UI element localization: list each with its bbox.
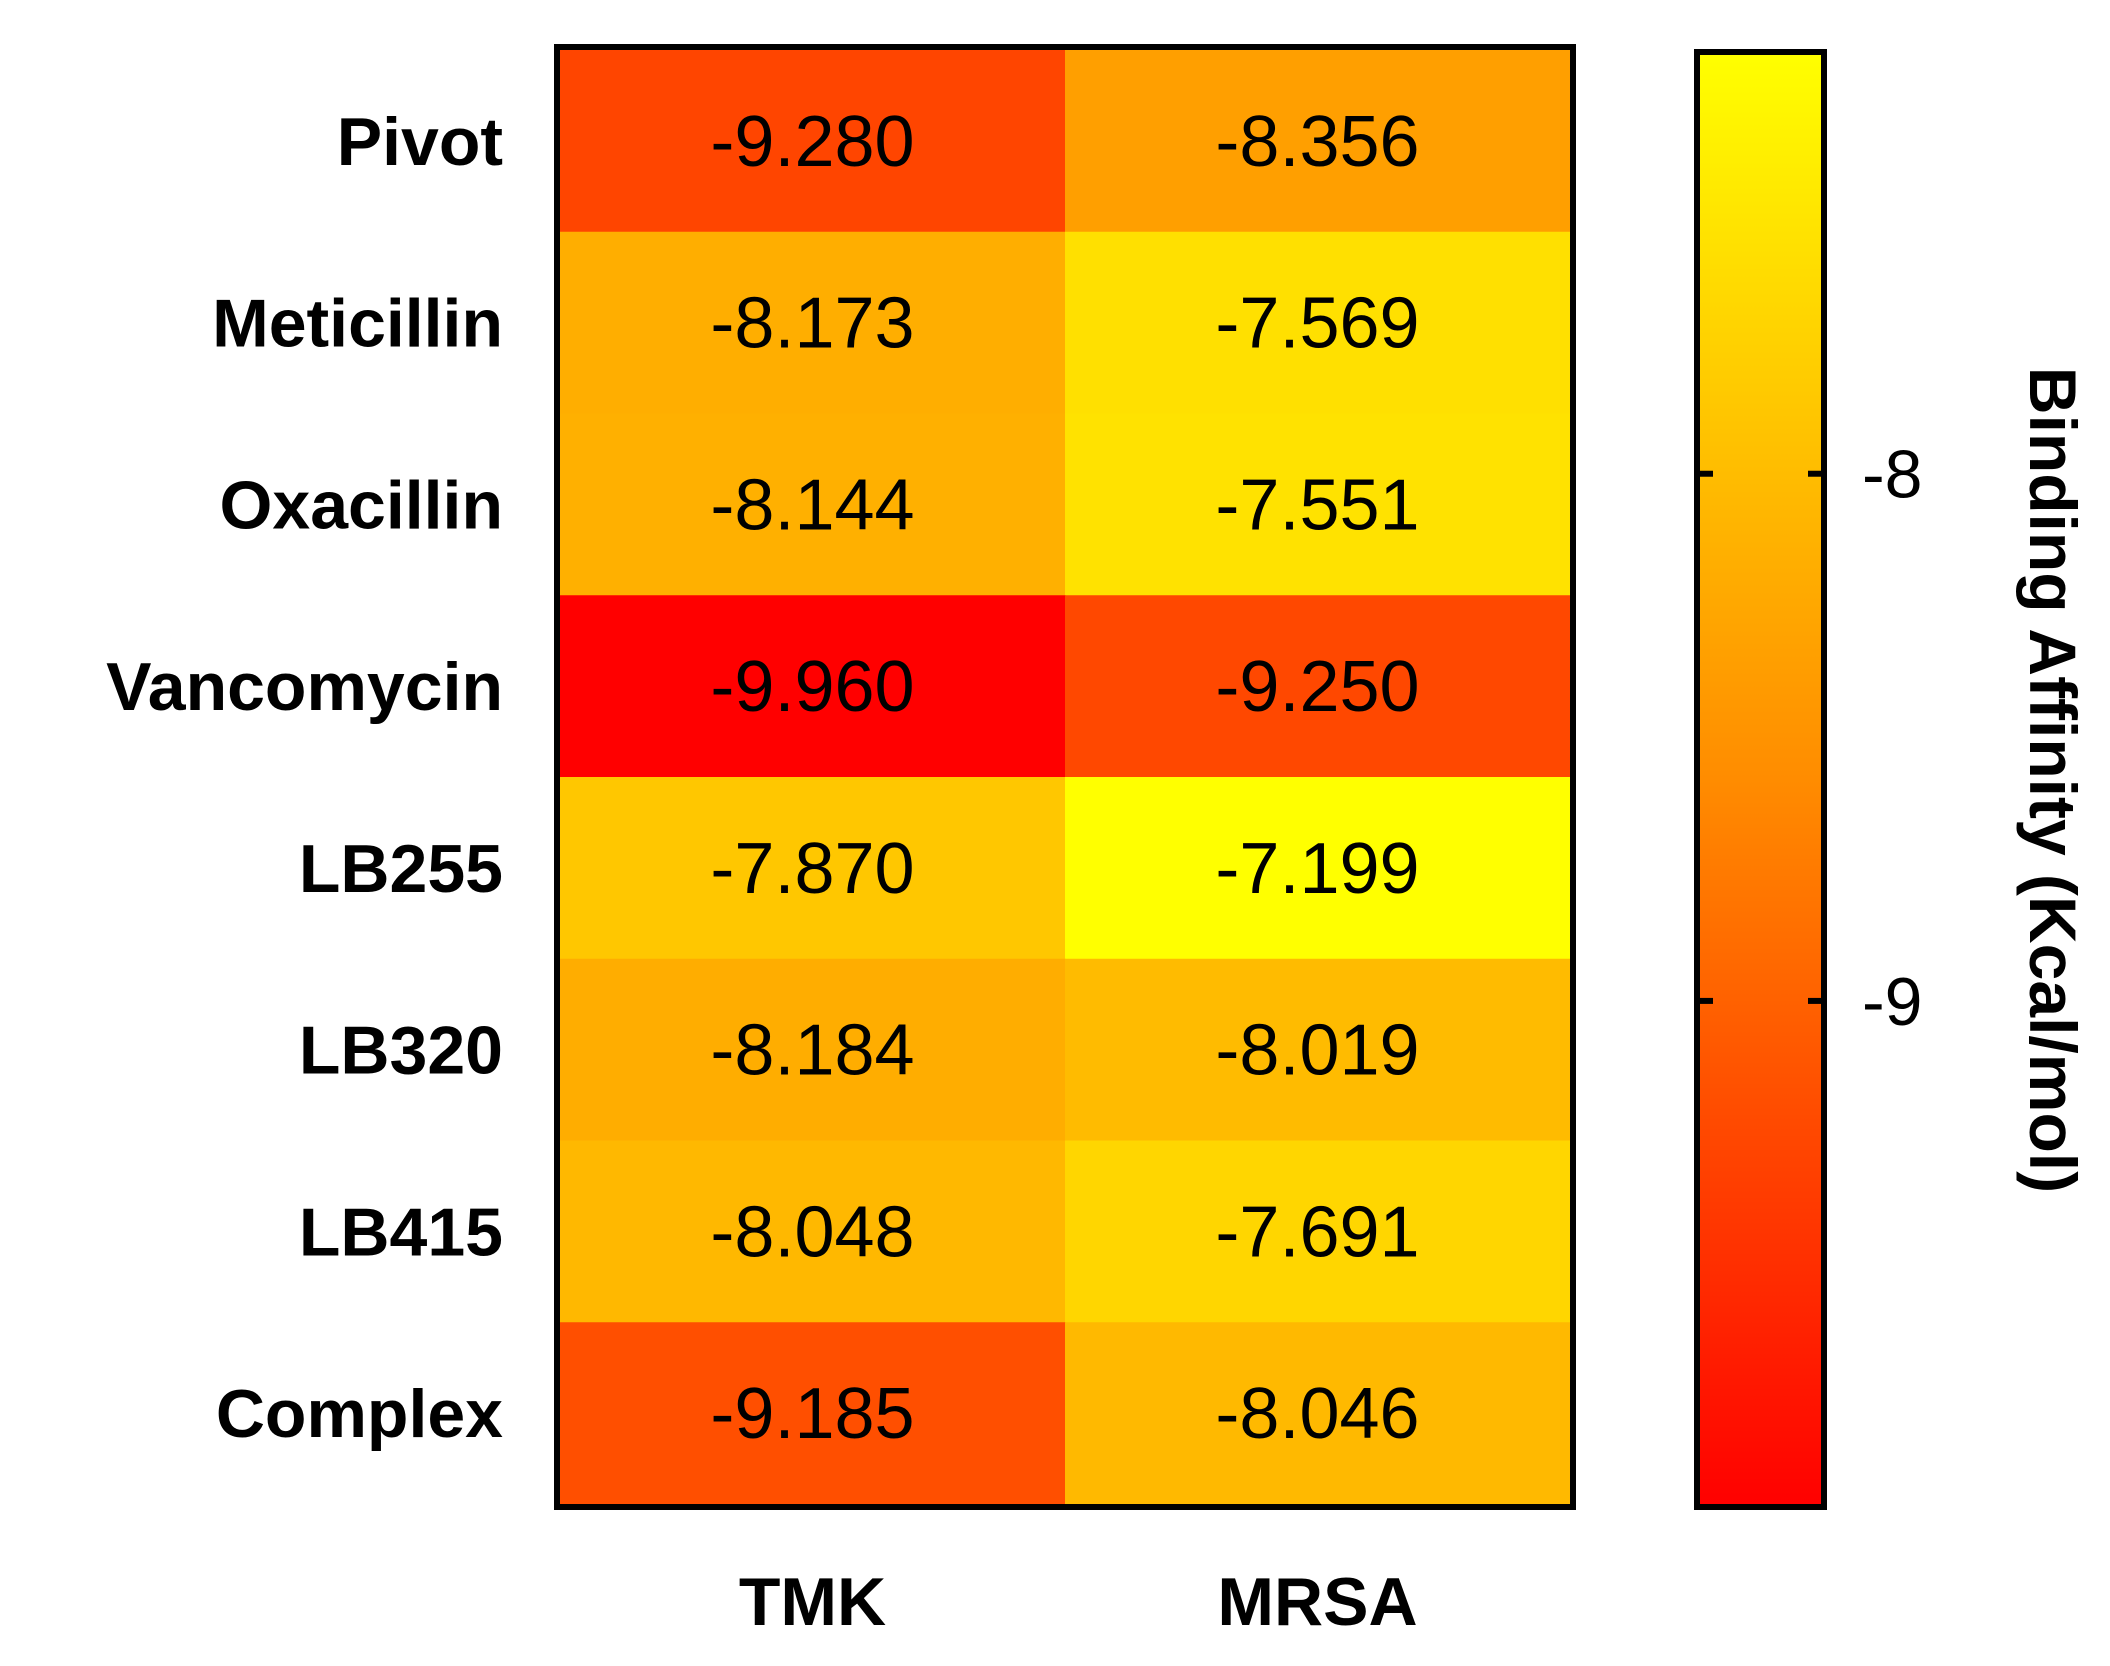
cell-value-label: -8.144 [710,465,914,545]
heatmap-cell [1065,231,1571,415]
heatmap-cell [560,413,1066,596]
cell-value-label: -8.046 [1215,1374,1419,1454]
cell-value-label: -7.691 [1215,1192,1419,1272]
heatmap-cell [1065,50,1571,233]
row-label: LB320 [299,1013,503,1089]
heatmap-cell [560,595,1066,778]
cell-value-label: -7.870 [710,829,914,909]
row-label: Oxacillin [220,467,503,543]
cell-value-label: -9.960 [710,647,914,727]
heatmap-cell [560,231,1066,415]
heatmap-cell [1065,958,1571,1142]
heatmap-cell [1065,1322,1571,1505]
heatmap-cell [560,1322,1066,1505]
heatmap-cell-labels: -9.280 -8.356 -8.173 -7.569 -8.144 -7.551 -9.9… [710,102,1419,1454]
heatmap-frame [554,44,1576,1510]
colorbar-ticks: -8 -9 [1697,437,1922,1040]
row-label: LB415 [299,1194,503,1270]
row-label: Complex [216,1376,503,1452]
cell-value-label: -9.250 [1215,647,1419,727]
heatmap-cell [1065,1140,1571,1323]
heatmap-cell [1065,595,1571,778]
row-label: LB255 [299,831,503,907]
heatmap-cell [560,1140,1066,1323]
column-label: MRSA [1217,1564,1417,1640]
cell-value-label: -7.551 [1215,465,1419,545]
heatmap-cell [560,50,1066,233]
heatmap-cell [1065,777,1571,960]
row-labels: Pivot Meticillin Oxacillin Vancomycin LB255 L… [106,104,503,1452]
colorbar: -8 -9 Binding Affinity (Kcal/mol) [1694,49,2090,1510]
cell-value-label: -7.569 [1215,284,1419,364]
column-label: TMK [739,1564,886,1640]
heatmap-cell [560,777,1066,960]
cell-value-label: -8.048 [710,1192,914,1272]
cell-value-label: -8.173 [710,284,914,364]
colorbar-title: Binding Affinity (Kcal/mol) [2016,367,2090,1193]
colorbar-tick-label: -9 [1862,964,1922,1040]
row-label: Pivot [337,104,503,180]
colorbar-tick-label: -8 [1862,437,1922,513]
heatmap-cell [1065,413,1571,596]
heatmap-cells [560,50,1571,1505]
heatmap-cell [560,958,1066,1142]
colorbar-frame [1694,49,1827,1510]
row-label: Vancomycin [106,649,503,725]
cell-value-label: -8.019 [1215,1011,1419,1091]
column-labels: TMK MRSA [739,1564,1418,1640]
cell-value-label: -7.199 [1215,829,1419,909]
cell-value-label: -9.280 [710,102,914,182]
row-label: Meticillin [212,286,503,362]
cell-value-label: -8.184 [710,1011,914,1091]
cell-value-label: -9.185 [710,1374,914,1454]
colorbar-fill [1697,52,1824,1507]
cell-value-label: -8.356 [1215,102,1419,182]
